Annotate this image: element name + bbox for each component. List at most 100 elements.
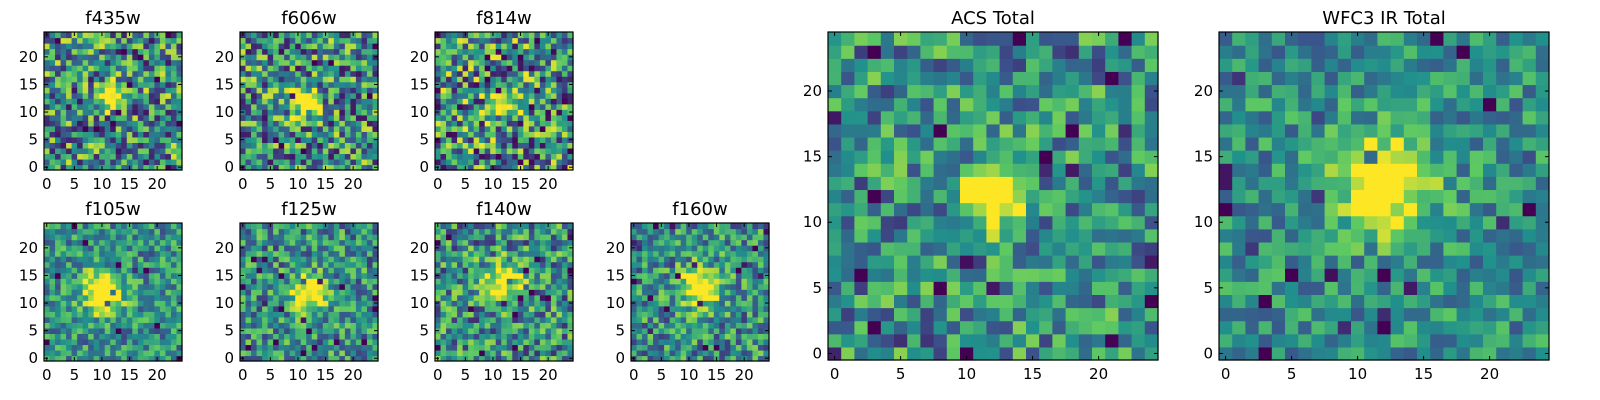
heatmap-cell: [907, 281, 921, 295]
heatmap-cell: [278, 164, 285, 171]
heatmap-cell: [708, 234, 715, 241]
heatmap-cell: [300, 355, 307, 362]
heatmap-cell: [484, 54, 491, 61]
heatmap-cell: [567, 239, 574, 246]
heatmap-cell: [328, 239, 335, 246]
heatmap-cell: [457, 98, 464, 105]
x-tick-label: 0: [42, 366, 52, 384]
heatmap-cell: [137, 136, 144, 143]
heatmap-cell: [262, 349, 269, 357]
heatmap-cell: [960, 281, 974, 295]
heatmap-cell: [126, 142, 133, 149]
heatmap-cell: [317, 344, 324, 351]
heatmap-cell: [636, 300, 643, 307]
heatmap-cell: [647, 272, 654, 279]
heatmap-cell: [523, 338, 530, 346]
heatmap-cell: [333, 239, 340, 246]
heatmap-cell: [719, 289, 726, 296]
heatmap-cell: [60, 37, 67, 44]
heatmap-cell: [501, 87, 508, 94]
heatmap-cell: [159, 223, 167, 230]
heatmap-cell: [44, 59, 51, 66]
heatmap-cell: [273, 228, 280, 235]
heatmap-cell: [495, 228, 502, 235]
heatmap-cell: [1118, 241, 1133, 256]
heatmap-cell: [176, 76, 183, 83]
heatmap-cell: [82, 294, 89, 301]
heatmap-cell: [262, 158, 269, 166]
heatmap-cell: [154, 228, 161, 235]
heatmap-cell: [93, 125, 100, 132]
heatmap-cell: [664, 294, 671, 301]
heatmap-cell: [49, 136, 56, 143]
heatmap-cell: [523, 316, 530, 323]
heatmap-cell: [284, 32, 291, 39]
heatmap-cell: [479, 256, 486, 263]
heatmap-cell: [355, 322, 363, 329]
heatmap-cell: [121, 114, 128, 121]
heatmap-cell: [730, 333, 737, 340]
heatmap-cell: [284, 300, 291, 307]
heatmap-cell: [479, 344, 486, 351]
heatmap-cell: [479, 250, 486, 257]
heatmap-cell: [322, 338, 329, 346]
heatmap-cell: [82, 283, 89, 290]
heatmap-cell: [115, 103, 122, 110]
y-tick-label: 5: [419, 322, 429, 340]
heatmap-cell: [741, 256, 748, 263]
heatmap-cell: [440, 311, 447, 318]
heatmap-cell: [501, 278, 508, 285]
y-tick-label: 20: [410, 239, 429, 257]
heatmap-cell: [675, 322, 682, 329]
heatmap-cell: [653, 223, 660, 230]
heatmap-cell: [300, 250, 307, 257]
heatmap-cell: [746, 338, 754, 346]
heatmap-cell: [82, 98, 89, 105]
heatmap-cell: [946, 215, 961, 230]
x-tick-label: 10: [483, 366, 502, 384]
heatmap-cell: [653, 267, 660, 274]
heatmap-cell: [121, 327, 128, 334]
heatmap-cell: [506, 87, 513, 94]
heatmap-cell: [556, 228, 563, 235]
heatmap-cells: [435, 32, 574, 171]
heatmap-cell: [724, 333, 731, 340]
heatmap-cell: [484, 311, 491, 318]
heatmap-cell: [506, 327, 513, 334]
heatmap-cell: [170, 355, 178, 362]
heatmap-cell: [702, 338, 709, 346]
heatmap-cell: [697, 333, 704, 340]
heatmap-cell: [490, 283, 497, 290]
heatmap-cell: [746, 228, 754, 235]
heatmap-cell: [484, 278, 491, 285]
heatmap-cell: [115, 245, 122, 252]
heatmap-cell: [311, 136, 318, 143]
heatmap-cell: [366, 48, 374, 55]
heatmap-cell: [361, 338, 368, 346]
heatmap-cell: [126, 81, 133, 88]
heatmap-cell: [1144, 268, 1159, 282]
heatmap-cell: [267, 153, 274, 160]
heatmap-cell: [479, 59, 486, 66]
heatmap-cell: [148, 333, 155, 340]
heatmap-cell: [517, 109, 524, 116]
heatmap-cell: [702, 311, 709, 318]
heatmap-cell: [355, 70, 363, 77]
heatmap-cell: [702, 223, 709, 230]
heatmap-cell: [653, 294, 660, 301]
heatmap-cell: [669, 250, 676, 257]
heatmap-cell: [361, 355, 368, 362]
heatmap-cell: [1144, 202, 1159, 217]
heatmap-cell: [523, 103, 530, 110]
heatmap-cell: [115, 300, 122, 307]
heatmap-cell: [110, 311, 117, 318]
heatmap-cell: [278, 76, 285, 83]
heatmap-cell: [506, 300, 513, 307]
heatmap-cell: [60, 32, 67, 39]
heatmap-cell: [143, 305, 150, 312]
heatmap-cell: [545, 300, 552, 307]
heatmap-cell: [708, 245, 715, 252]
heatmap-cell: [372, 103, 379, 110]
heatmap-cell: [1105, 163, 1119, 177]
heatmap-cell: [88, 261, 95, 268]
